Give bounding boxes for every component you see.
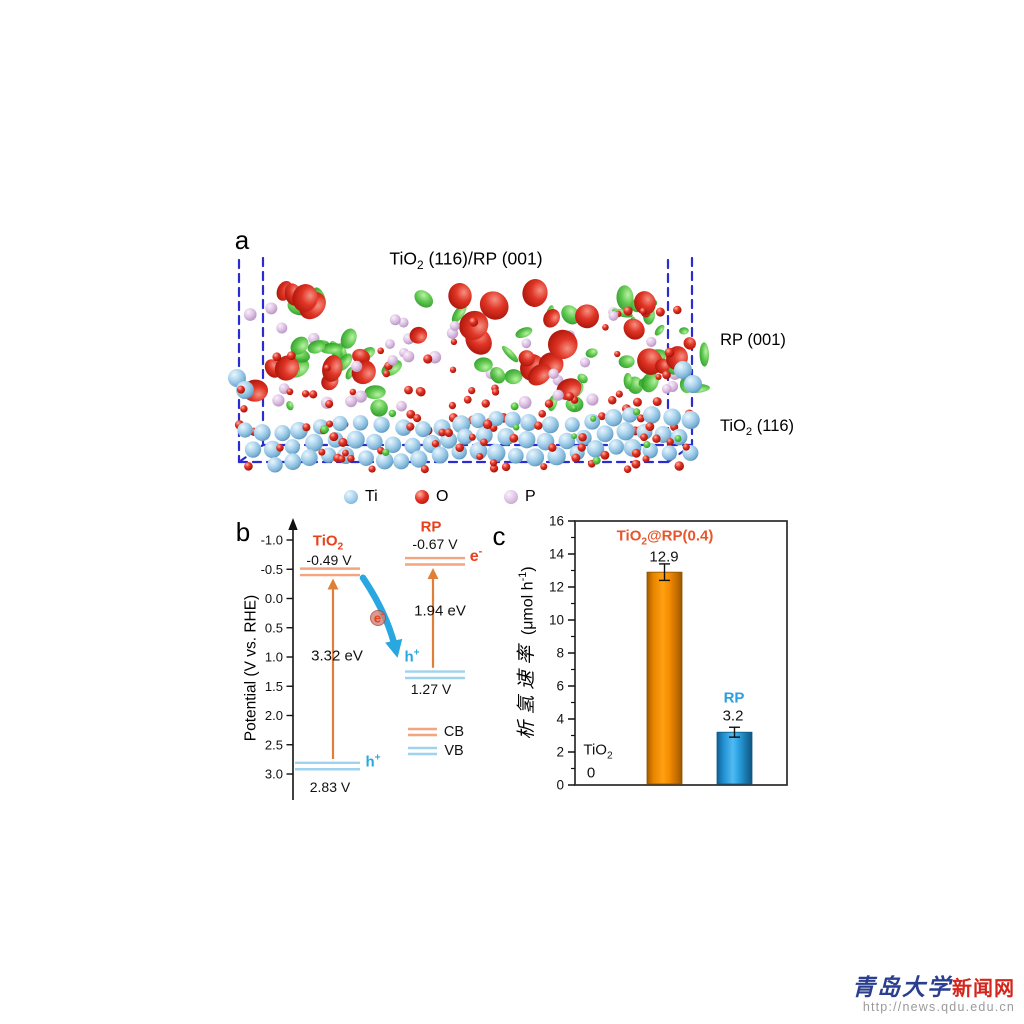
legend-label-p: P (525, 488, 536, 505)
svg-text:6: 6 (556, 679, 564, 694)
bar-label-tio2rp: TiO2@RP(0.4) (616, 527, 714, 548)
watermark-news-label: 新闻网 (952, 978, 1015, 1000)
bar-value-tio2rp: 12.9 (649, 548, 679, 566)
bar-chart-svg: 0 2 4 6 8 10 12 14 16 (549, 514, 788, 793)
legend-label-ti: Ti (365, 488, 378, 505)
panel-a: a TiO2 (116)/RP (001) (225, 218, 825, 493)
legend-item-p: P (504, 488, 536, 506)
p-atom-icon (504, 490, 518, 504)
legend-item-o: O (415, 488, 448, 506)
svg-text:10: 10 (549, 613, 564, 628)
tio2-hole-label: h+ (365, 752, 381, 771)
transfer-electron-label: e- (373, 609, 385, 626)
rp-bandgap: 1.94 eV (414, 602, 466, 620)
band-diagram-svg: -1.0 -0.5 0.0 0.5 1.0 1.5 2.0 2.5 3.0 (261, 518, 465, 800)
legend-item-ti: Ti (344, 488, 378, 506)
layer-label-rp: RP (001) (720, 330, 786, 349)
panel-c: c 0 2 4 6 8 10 12 14 16 析氢速率 (μmol h-1) TiO2@RP(… (490, 505, 810, 810)
svg-text:4: 4 (556, 712, 564, 727)
panel-a-label: a (234, 225, 250, 255)
watermark-site-name: 青岛大学新闻网 (852, 975, 1015, 1000)
svg-text:1.0: 1.0 (265, 650, 283, 665)
panel-b-label: b (235, 517, 251, 547)
svg-text:12: 12 (549, 580, 564, 595)
ti-atom-icon (344, 490, 358, 504)
svg-text:-1.0: -1.0 (261, 533, 283, 548)
svg-text:0: 0 (556, 778, 564, 793)
atoms-and-isosurfaces (228, 279, 710, 474)
watermark-calligraphy: 青岛大学 (852, 974, 952, 1001)
rp-electron-label: e- (469, 545, 483, 565)
rp-cb-potential: -0.67 V (412, 536, 458, 552)
o-atom-icon (415, 490, 429, 504)
chart-y-axis-label: 析氢速率 (μmol h-1) (515, 566, 538, 740)
tio2-name-label: TiO2 (312, 532, 344, 553)
svg-text:3.0: 3.0 (265, 767, 283, 782)
svg-text:1.5: 1.5 (265, 679, 283, 694)
panel-a-title: TiO2 (116)/RP (001) (389, 248, 543, 272)
legend-vb-label: VB (444, 742, 464, 759)
svg-text:0.0: 0.0 (265, 591, 283, 606)
bar-value-rp: 3.2 (722, 707, 744, 725)
panel-b: b -1.0 -0.5 0.0 0.5 1.0 1.5 2.0 2.5 3.0 Potentia… (230, 515, 515, 815)
layer-label-tio2: TiO2 (116) (719, 416, 795, 439)
svg-text:2.5: 2.5 (265, 737, 283, 752)
rp-hole-label: h+ (404, 647, 420, 666)
svg-text:14: 14 (549, 547, 565, 562)
tio2-vb-potential: 2.83 V (309, 779, 351, 795)
bar-value-tio2: 0 (586, 764, 596, 782)
structure-isosurface-svg (228, 256, 710, 474)
category-label-tio2: TiO2 (583, 741, 613, 762)
svg-text:8: 8 (556, 646, 564, 661)
bar-label-rp: RP (723, 689, 745, 707)
rp-vb-potential: 1.27 V (410, 681, 452, 697)
legend-label-o: O (436, 488, 449, 505)
tio2-cb-potential: -0.49 V (306, 552, 352, 568)
panel-c-label: c (492, 521, 506, 551)
svg-text:2: 2 (556, 745, 564, 760)
watermark-url: http://news.qdu.edu.cn (862, 1000, 1015, 1015)
panel-b-y-axis-label: Potential (V vs. RHE) (242, 594, 260, 742)
tio2-bandgap: 3.32 eV (311, 647, 363, 665)
rp-name-label: RP (420, 518, 442, 536)
svg-text:16: 16 (549, 514, 564, 529)
svg-text:-0.5: -0.5 (261, 562, 283, 577)
legend-cb-label: CB (443, 723, 465, 740)
watermark: 青岛大学新闻网 http://news.qdu.edu.cn (852, 975, 1015, 1015)
svg-text:2.0: 2.0 (265, 708, 283, 723)
svg-text:0.5: 0.5 (265, 620, 283, 635)
